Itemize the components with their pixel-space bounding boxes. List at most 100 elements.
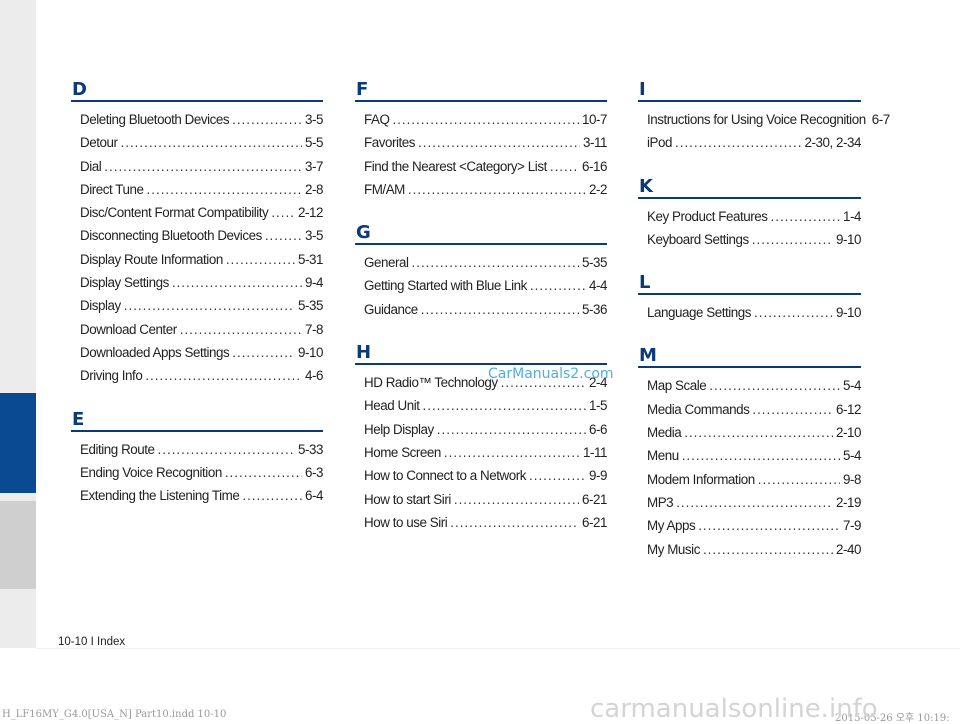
page-number: 2-10 <box>835 425 861 441</box>
dot-leader: ........................................… <box>752 401 833 417</box>
index-entry[interactable]: Map Scale...............................… <box>647 374 861 397</box>
index-entry[interactable]: Direct Tune.............................… <box>80 178 323 201</box>
index-entry[interactable]: Find the Nearest <Category> List........… <box>364 155 607 178</box>
side-tab-active[interactable] <box>0 393 36 493</box>
index-entry[interactable]: Editing Route...........................… <box>80 438 323 461</box>
index-term: Key Product Features <box>647 208 768 224</box>
index-entry[interactable]: Extending the Listening Time............… <box>80 484 323 507</box>
index-entry[interactable]: Dial....................................… <box>80 155 323 178</box>
index-entry[interactable]: Deleting Bluetooth Devices..............… <box>80 108 323 131</box>
index-term: Display Route Information <box>80 251 223 267</box>
dot-leader: ........................................… <box>681 448 840 464</box>
index-entry[interactable]: HD Radio™ Technology....................… <box>364 371 607 394</box>
index-term: Keyboard Settings <box>647 231 749 247</box>
index-entry[interactable]: MP3.....................................… <box>647 491 861 514</box>
index-entry[interactable]: Detour..................................… <box>80 131 323 154</box>
index-entry[interactable]: Help Display............................… <box>364 418 607 441</box>
page-number: 2-4 <box>588 375 607 391</box>
dot-leader: ........................................… <box>392 112 579 127</box>
index-entry[interactable]: Download Center.........................… <box>80 318 323 341</box>
dot-leader: ........................................… <box>411 255 579 271</box>
index-entry[interactable]: My Apps.................................… <box>647 514 861 537</box>
dot-leader: ........................................… <box>754 305 833 321</box>
index-term: Map Scale <box>647 378 707 394</box>
index-term: How to use Siri <box>364 514 448 530</box>
index-term: Head Unit <box>364 398 420 414</box>
index-entry[interactable]: Keyboard Settings.......................… <box>647 228 861 251</box>
section-letter-heading: D <box>71 80 323 102</box>
index-entry[interactable]: Home Screen.............................… <box>364 441 607 464</box>
index-column-2: F FAQ....................................… <box>355 80 607 556</box>
index-entry[interactable]: Modem Information.......................… <box>647 468 861 491</box>
index-entry[interactable]: Display Route Information...............… <box>80 248 323 271</box>
section-letter-heading: G <box>355 223 607 246</box>
page-number: 5-4 <box>842 378 861 394</box>
index-term: My Music <box>647 541 700 557</box>
index-entry-list: Map Scale...............................… <box>638 368 861 560</box>
dot-leader: ........................................… <box>549 158 579 174</box>
page-number: 3-11 <box>582 135 607 151</box>
index-entry[interactable]: Ending Voice Recognition................… <box>80 461 323 484</box>
index-term: Modem Information <box>647 471 755 487</box>
page-number: 5-35 <box>297 298 323 314</box>
index-entry[interactable]: Media...................................… <box>647 421 861 444</box>
index-term: Media Commands <box>647 401 750 417</box>
section-letter-heading: L <box>638 273 861 296</box>
side-tab-inactive[interactable] <box>0 501 36 589</box>
index-entry[interactable]: General.................................… <box>364 251 607 274</box>
index-term: Getting Started with Blue Link <box>364 278 527 294</box>
index-entry[interactable]: Display Settings........................… <box>80 271 323 294</box>
index-entry[interactable]: FM/AM...................................… <box>364 178 607 201</box>
index-term: Direct Tune <box>80 181 144 197</box>
dot-leader: ........................................… <box>225 251 295 267</box>
index-entry[interactable]: Head Unit...............................… <box>364 394 607 417</box>
index-entry[interactable]: Disc/Content Format Compatibility.......… <box>80 201 323 224</box>
index-entry[interactable]: How to start Siri.......................… <box>364 488 607 511</box>
index-entry[interactable]: Key Product Features....................… <box>647 205 861 228</box>
index-entry-list: HD Radio™ Technology....................… <box>355 365 607 534</box>
index-entry[interactable]: How to use Siri.........................… <box>364 511 607 534</box>
page-number: 5-33 <box>297 441 323 457</box>
dot-leader: ........................................… <box>407 181 586 197</box>
index-entry[interactable]: Getting Started with Blue Link..........… <box>364 274 607 297</box>
index-entry[interactable]: Instructions for Using Voice Recognition… <box>647 108 890 131</box>
index-entry[interactable]: Menu....................................… <box>647 444 861 467</box>
page-number: 2-30, 2-34 <box>804 135 861 151</box>
index-term: Display <box>80 298 121 314</box>
dot-leader: ........................................… <box>676 494 833 510</box>
index-section: E Editing Route..........................… <box>71 409 323 508</box>
index-term: Find the Nearest <Category> List <box>364 158 547 174</box>
page-number: 7-9 <box>842 518 861 534</box>
index-term: Media <box>647 425 682 441</box>
index-entry[interactable]: Disconnecting Bluetooth Devices.........… <box>80 224 323 247</box>
index-entry[interactable]: How to Connect to a Network.............… <box>364 464 607 487</box>
dot-leader: ........................................… <box>675 135 801 151</box>
print-file-date: 2015-05-26 오후 10:19: <box>835 713 950 724</box>
index-section: G General................................… <box>355 223 607 321</box>
index-section: K Key Product Features...................… <box>638 176 861 252</box>
dot-leader: ........................................… <box>120 135 302 151</box>
index-term: Disc/Content Format Compatibility <box>80 205 269 221</box>
index-entry-list: Editing Route...........................… <box>71 432 323 508</box>
page-number: 4-6 <box>304 368 323 384</box>
page-number: 4-4 <box>588 278 607 294</box>
index-entry[interactable]: Driving Info............................… <box>80 364 323 387</box>
page-number: 3-5 <box>304 112 323 127</box>
index-section: F FAQ....................................… <box>355 80 607 201</box>
index-entry[interactable]: FAQ.....................................… <box>364 108 607 131</box>
index-term: Menu <box>647 448 679 464</box>
index-term: General <box>364 255 409 271</box>
index-entry[interactable]: Display.................................… <box>80 294 323 317</box>
dot-leader: ........................................… <box>171 275 302 291</box>
index-entry[interactable]: Language Settings.......................… <box>647 301 861 324</box>
index-entry[interactable]: iPod....................................… <box>647 131 861 154</box>
index-entry[interactable]: Media Commands..........................… <box>647 398 861 421</box>
index-section: D Deleting Bluetooth Devices.............… <box>71 80 323 388</box>
dot-leader: ........................................… <box>757 471 840 487</box>
index-entry[interactable]: Guidance................................… <box>364 298 607 321</box>
index-entry[interactable]: Favorites...............................… <box>364 131 607 154</box>
index-entry[interactable]: My Music................................… <box>647 538 861 561</box>
page-footer-label: 10-10 I Index <box>58 636 126 648</box>
index-entry[interactable]: Downloaded Apps Settings................… <box>80 341 323 364</box>
dot-leader: ........................................… <box>529 278 586 294</box>
